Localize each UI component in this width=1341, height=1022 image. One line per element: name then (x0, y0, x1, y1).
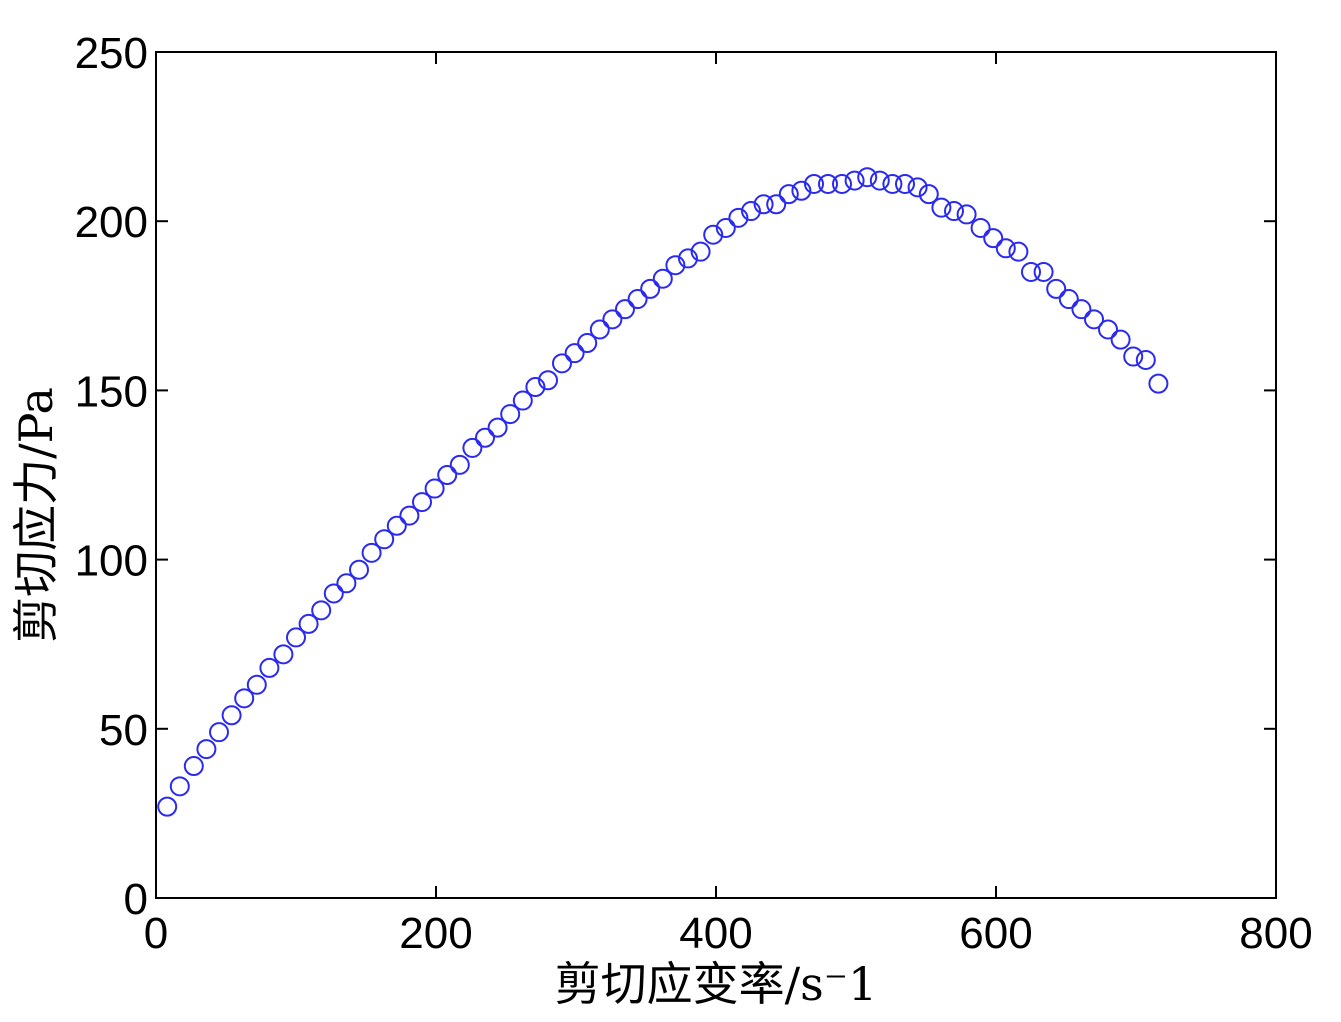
data-point (311, 600, 332, 621)
data-point (424, 478, 445, 499)
data-point (349, 559, 369, 580)
x-tick-label: 400 (679, 909, 752, 958)
data-point (983, 228, 1004, 249)
data-point (589, 319, 610, 340)
y-tick-label: 200 (75, 198, 148, 247)
data-point (221, 705, 242, 726)
y-axis-title: 剪切应力/Pa (9, 387, 63, 643)
data-point (766, 194, 787, 215)
data-point (1046, 278, 1067, 299)
data-point (640, 278, 661, 299)
data-point (1033, 261, 1054, 282)
data-point (627, 289, 648, 310)
data-point (183, 756, 204, 777)
data-point (678, 248, 698, 269)
y-tick-label: 0 (124, 875, 148, 924)
data-point (234, 688, 255, 709)
data-points (157, 167, 1169, 817)
data-point (209, 722, 229, 743)
data-point (895, 173, 915, 194)
data-point (931, 197, 952, 218)
data-point (386, 515, 407, 536)
data-point (538, 370, 558, 391)
data-point (577, 333, 598, 354)
data-point (361, 542, 382, 563)
data-point (690, 241, 711, 262)
data-point (336, 573, 357, 594)
data-point (462, 437, 483, 458)
data-point (412, 492, 432, 513)
y-tick-label: 50 (99, 706, 148, 755)
data-point (449, 454, 470, 475)
data-point (1098, 319, 1118, 340)
x-tick-label: 0 (144, 909, 168, 958)
data-point (753, 194, 774, 215)
data-point (970, 217, 991, 238)
data-point (907, 177, 928, 198)
data-point (652, 268, 673, 289)
data-point (1021, 261, 1041, 282)
x-axis-title: 剪切应变率/s⁻1 (555, 957, 878, 1011)
x-tick-label: 800 (1239, 909, 1312, 958)
data-point (564, 343, 585, 364)
data-point (832, 173, 852, 194)
data-point (552, 353, 572, 374)
data-point (703, 224, 724, 245)
x-tick-label: 200 (399, 909, 472, 958)
data-point (246, 674, 267, 695)
data-point (298, 613, 319, 634)
data-point (869, 170, 890, 191)
data-point (475, 427, 495, 448)
data-point (728, 207, 749, 228)
data-point (323, 583, 344, 604)
data-point (1148, 373, 1169, 394)
data-point (715, 217, 736, 238)
data-point (1058, 289, 1079, 310)
data-point (857, 167, 878, 188)
data-point (500, 404, 521, 425)
data-point (525, 377, 546, 398)
data-point (374, 529, 395, 550)
data-point (1135, 349, 1156, 370)
data-point (169, 776, 190, 797)
data-point (741, 201, 761, 222)
data-point (778, 184, 799, 205)
y-tick-label: 150 (75, 367, 148, 416)
data-point (399, 505, 420, 526)
data-point (602, 309, 623, 330)
data-point (944, 201, 964, 222)
data-point (615, 299, 635, 320)
data-point (1008, 241, 1029, 262)
data-point (818, 173, 838, 194)
data-point (918, 184, 939, 205)
tick-labels: 0 200 400 600 800 0 50 100 150 200 250 (75, 29, 1313, 958)
data-point (512, 390, 533, 411)
data-point (259, 657, 280, 678)
data-point (995, 238, 1016, 259)
data-point (882, 173, 903, 194)
data-point (273, 644, 294, 665)
data-point (844, 170, 865, 191)
data-point (286, 627, 306, 648)
data-point (487, 417, 508, 438)
y-tick-label: 100 (75, 537, 148, 586)
data-point (196, 739, 217, 760)
data-point (157, 796, 178, 817)
data-point (1071, 299, 1092, 320)
data-point (1110, 329, 1131, 350)
data-point (956, 204, 977, 225)
y-tick-label: 250 (75, 29, 148, 78)
plot-area-frame (155, 51, 1277, 899)
data-point (437, 465, 458, 485)
data-point (1084, 309, 1104, 330)
data-point (791, 180, 812, 201)
data-point (1123, 346, 1144, 367)
x-tick-label: 600 (959, 909, 1032, 958)
data-point (665, 255, 686, 276)
data-point (804, 173, 824, 194)
